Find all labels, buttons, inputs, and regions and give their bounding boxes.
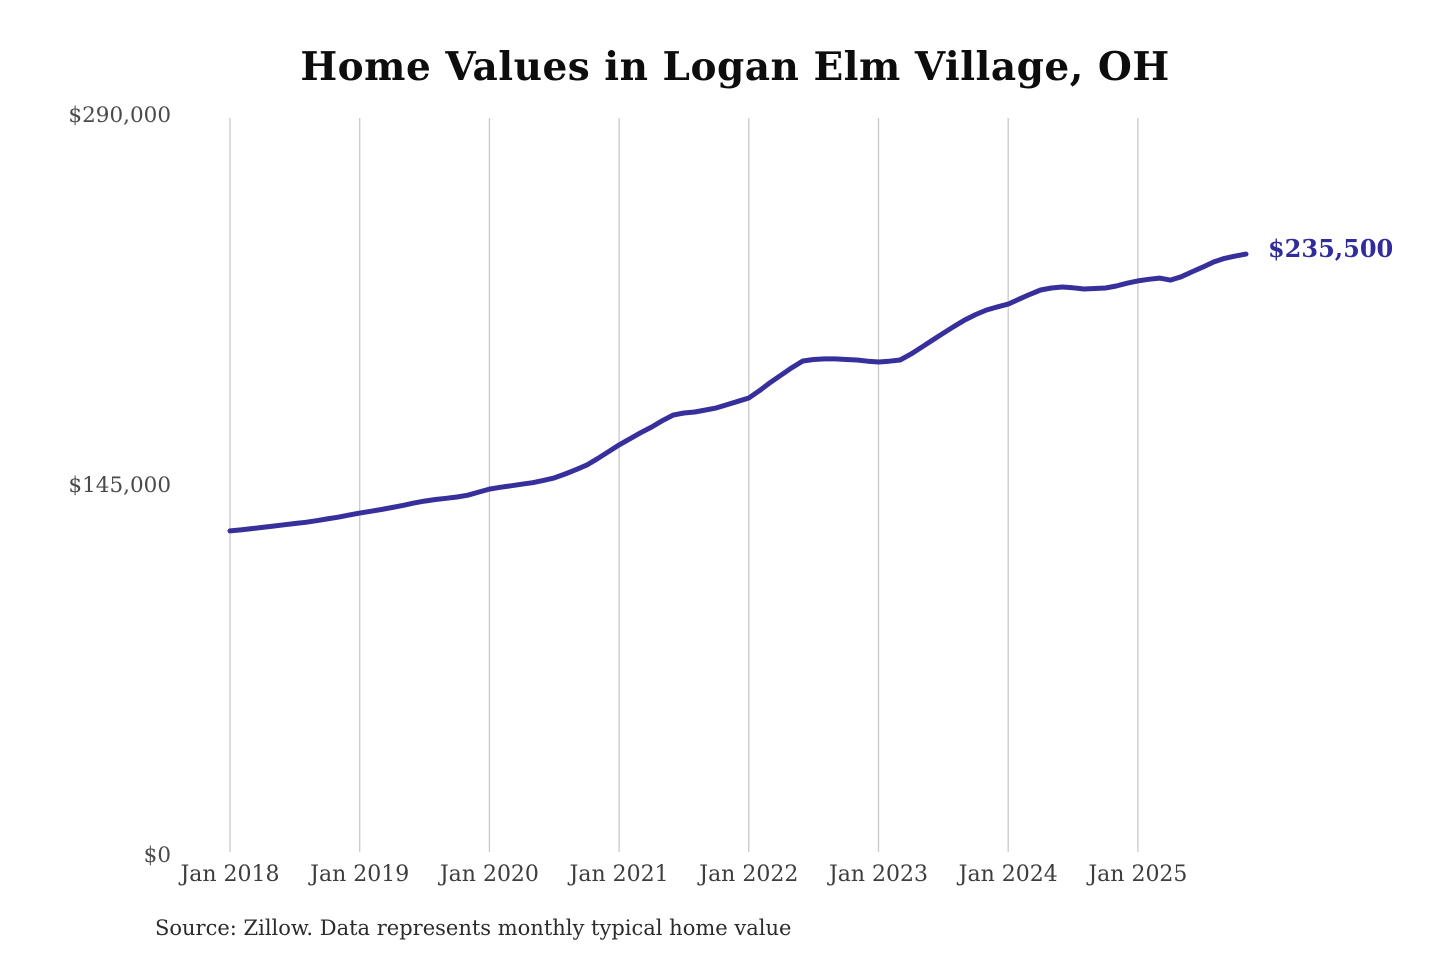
x-axis-tick-label: Jan 2022 <box>697 862 798 887</box>
y-axis-tick-label: $0 <box>144 843 171 868</box>
x-axis-tick-label: Jan 2018 <box>178 862 279 887</box>
latest-value-label: $235,500 <box>1268 234 1393 263</box>
x-axis-tick-label: Jan 2019 <box>308 862 409 887</box>
source-note: Source: Zillow. Data represents monthly … <box>155 916 792 940</box>
x-axis-tick-label: Jan 2025 <box>1086 862 1187 887</box>
y-axis-tick-label: $145,000 <box>68 473 171 498</box>
x-axis-tick-label: Jan 2024 <box>957 862 1058 887</box>
chart-title: Home Values in Logan Elm Village, OH <box>300 44 1170 90</box>
x-axis-tick-label: Jan 2021 <box>568 862 669 887</box>
home-value-line <box>227 251 1249 534</box>
y-axis-tick-label: $290,000 <box>68 103 171 128</box>
x-axis-tick-label: Jan 2023 <box>827 862 928 887</box>
x-axis-tick-label: Jan 2020 <box>438 862 539 887</box>
